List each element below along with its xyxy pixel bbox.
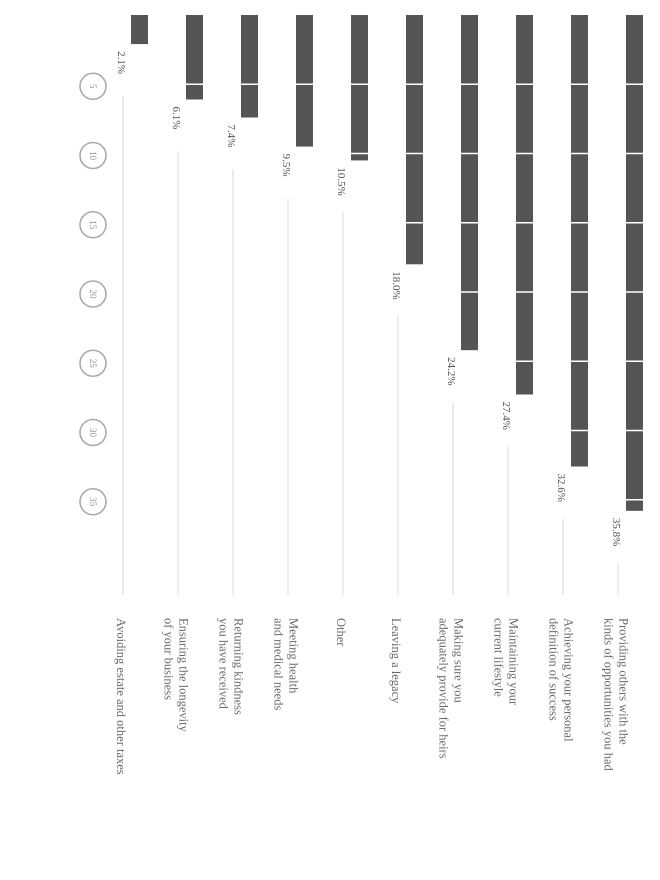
value-label-2: 32.6% [555, 474, 567, 502]
axis-tick-label-5: 5 [88, 84, 98, 89]
axis-tick-circle-10 [79, 141, 107, 170]
category-label-3: Maintaining yourcurrent lifestyle [492, 618, 521, 706]
axis-tick-label-35: 35 [88, 497, 98, 507]
axis-tick-circle-25 [79, 349, 107, 378]
axis-tick-label-10: 10 [88, 151, 98, 161]
category-label-2: Achieving your personaldefinition of suc… [547, 618, 576, 742]
axis-tick-label-25: 25 [88, 359, 98, 369]
axis-tick-circle-30 [79, 418, 107, 447]
bar-2 [571, 15, 588, 467]
category-label-10: Avoiding estate and other taxes [114, 618, 128, 775]
axis-tick-circle-15 [79, 210, 107, 239]
axis-tick-label-15: 15 [88, 220, 98, 230]
value-label-7: 9.5% [280, 154, 292, 177]
value-label-3: 27.4% [500, 401, 512, 429]
axis-tick-circle-35 [79, 487, 107, 516]
category-label-7: Meeting healthand medical needs [272, 618, 301, 710]
bar-4 [461, 15, 478, 351]
bars [131, 15, 643, 511]
value-label-5: 18.0% [390, 271, 402, 299]
bar-3 [516, 15, 533, 395]
category-label-4: Making sure youadequately provide for he… [437, 618, 466, 759]
category-label-9: Ensuring the longevityof your business [162, 618, 191, 733]
leader-lines [122, 96, 619, 595]
axis-tick-circle-20 [79, 280, 107, 308]
value-labels: 35.8% 32.6% 27.4% 24.2% 18.0% 10.5% 9.5% 7.4% 6.… [115, 51, 622, 546]
category-label-1: Providing others with thekinds of opport… [602, 618, 631, 772]
bar-8 [241, 15, 258, 118]
bar-1 [626, 15, 643, 511]
bar-6 [351, 15, 368, 161]
value-label-8: 7.4% [225, 124, 237, 147]
axis-tick-circle-5 [79, 72, 107, 101]
category-label-5: Leaving a legacy [389, 618, 403, 704]
value-label-4: 24.2% [445, 357, 457, 385]
axis-ticks: 5 10 15 20 25 30 35 [79, 72, 107, 516]
bar-9 [186, 15, 203, 100]
axis-tick-label-20: 20 [88, 290, 98, 300]
axis-tick-label-30: 30 [88, 428, 98, 438]
bar-10 [131, 15, 148, 45]
value-label-9: 6.1% [170, 106, 182, 129]
bar-5 [406, 15, 423, 265]
value-label-6: 10.5% [335, 167, 347, 195]
value-label-10: 2.1% [115, 51, 127, 74]
category-labels: Providing others with thekinds of opport… [114, 618, 631, 775]
category-label-8: Returning kindnessyou have received [217, 618, 246, 715]
value-label-1: 35.8% [610, 518, 622, 546]
category-label-6: Other [334, 618, 348, 647]
plot-area: 5 10 15 20 25 30 35 35.8% 32.6% 27.4% 24.2% 18.0% 1… [79, 15, 643, 775]
bar-7 [296, 15, 313, 147]
